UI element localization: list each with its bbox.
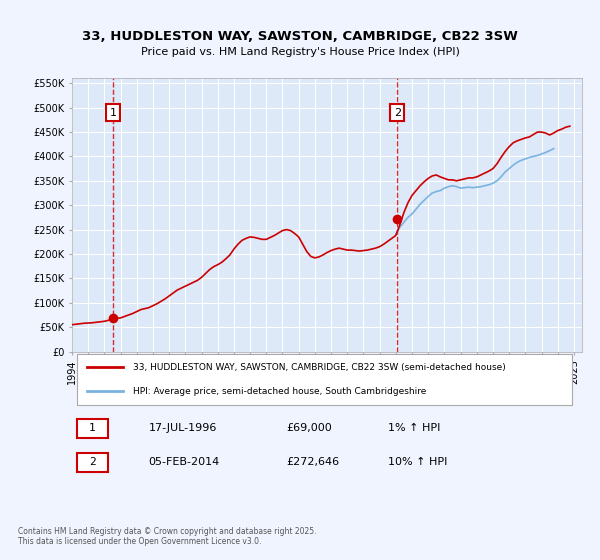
Text: 1: 1 — [89, 423, 96, 433]
Text: 1: 1 — [110, 108, 116, 118]
FancyBboxPatch shape — [77, 453, 108, 472]
Text: 17-JUL-1996: 17-JUL-1996 — [149, 423, 217, 433]
FancyBboxPatch shape — [77, 354, 572, 405]
Text: £272,646: £272,646 — [286, 458, 340, 467]
Text: Price paid vs. HM Land Registry's House Price Index (HPI): Price paid vs. HM Land Registry's House … — [140, 46, 460, 57]
Text: 33, HUDDLESTON WAY, SAWSTON, CAMBRIDGE, CB22 3SW: 33, HUDDLESTON WAY, SAWSTON, CAMBRIDGE, … — [82, 30, 518, 43]
Text: HPI: Average price, semi-detached house, South Cambridgeshire: HPI: Average price, semi-detached house,… — [133, 386, 427, 395]
Text: 10% ↑ HPI: 10% ↑ HPI — [388, 458, 448, 467]
Text: 33, HUDDLESTON WAY, SAWSTON, CAMBRIDGE, CB22 3SW (semi-detached house): 33, HUDDLESTON WAY, SAWSTON, CAMBRIDGE, … — [133, 363, 506, 372]
Text: £69,000: £69,000 — [286, 423, 332, 433]
FancyBboxPatch shape — [77, 419, 108, 438]
Text: Contains HM Land Registry data © Crown copyright and database right 2025.
This d: Contains HM Land Registry data © Crown c… — [18, 526, 317, 546]
Text: 1% ↑ HPI: 1% ↑ HPI — [388, 423, 440, 433]
Text: 2: 2 — [89, 458, 96, 467]
Text: 05-FEB-2014: 05-FEB-2014 — [149, 458, 220, 467]
Text: 2: 2 — [394, 108, 401, 118]
